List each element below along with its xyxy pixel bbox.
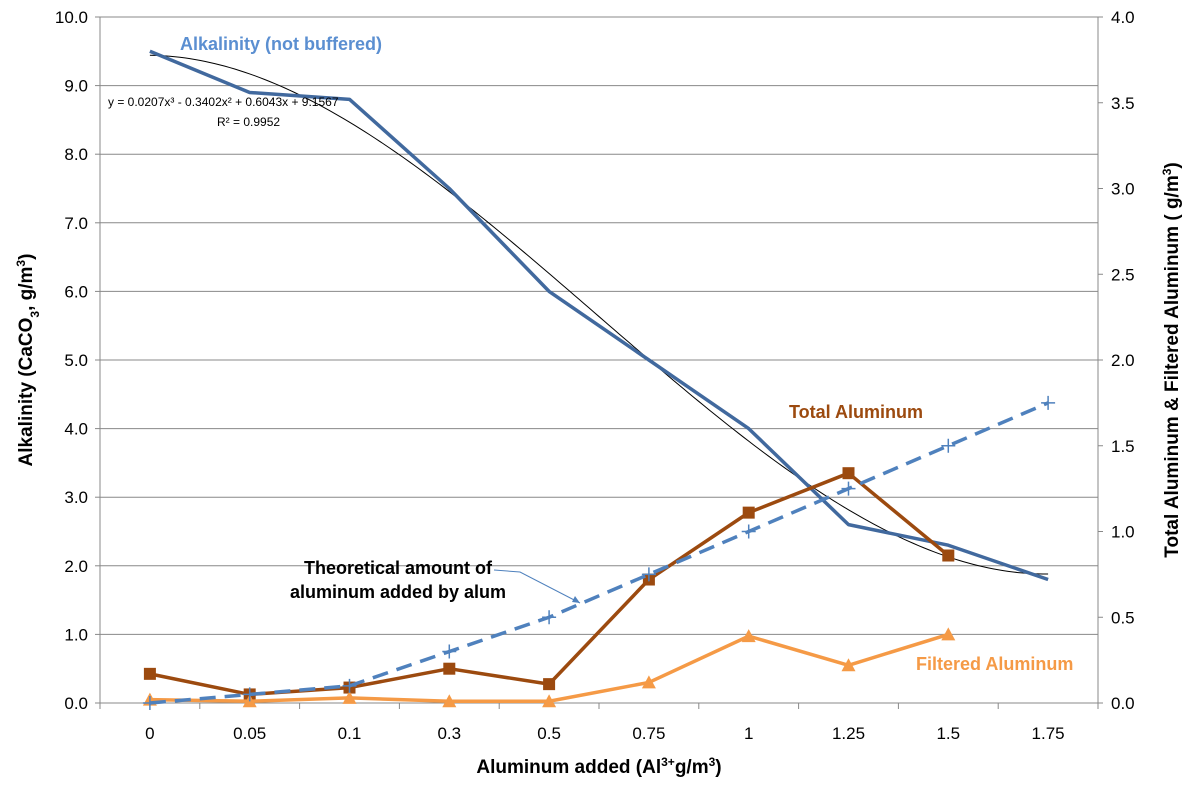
x-tick-label: 0.05 bbox=[233, 724, 266, 743]
x-tick-label: 1.75 bbox=[1032, 724, 1065, 743]
theoretical-point bbox=[442, 644, 457, 659]
left-y-axis-title: Alkalinity (CaCO3, g/m3) bbox=[14, 254, 42, 467]
total-aluminum-point bbox=[143, 667, 156, 680]
x-tick-label: 0.5 bbox=[537, 724, 561, 743]
alkalinity-not-buffered-line bbox=[149, 49, 1049, 582]
left-y-tick-label: 3.0 bbox=[64, 488, 88, 507]
right-y-axis-title: Total Aluminum & Filtered Aluminum ( g/m… bbox=[1160, 162, 1183, 557]
theoretical-point bbox=[242, 687, 257, 702]
total-aluminum-point bbox=[742, 506, 755, 519]
filtered-aluminum-point bbox=[641, 675, 656, 689]
theoretical-callout-arrowhead bbox=[572, 596, 580, 603]
filtered-aluminum-line bbox=[149, 632, 949, 704]
theoretical-point bbox=[342, 678, 357, 693]
theoretical-point bbox=[641, 567, 656, 582]
filtered-aluminum-point bbox=[542, 694, 557, 708]
filtered-aluminum-point bbox=[741, 629, 756, 643]
theoretical-point bbox=[841, 481, 856, 496]
left-y-tick-label: 4.0 bbox=[64, 420, 88, 439]
left-y-tick-label: 1.0 bbox=[64, 625, 88, 644]
x-tick-label: 0.1 bbox=[338, 724, 362, 743]
theoretical-callout-arrow bbox=[493, 569, 581, 604]
filtered-aluminum-point bbox=[442, 694, 457, 708]
x-tick-label: 0 bbox=[145, 724, 154, 743]
total-aluminum-point bbox=[842, 467, 855, 480]
right-y-tick-label: 0.5 bbox=[1111, 608, 1135, 627]
x-axis-title: Aluminum added (Al3+g/m3) bbox=[476, 755, 721, 778]
theoretical-point bbox=[941, 438, 956, 453]
x-tick-label: 1 bbox=[744, 724, 753, 743]
total-aluminum-label: Total Aluminum bbox=[789, 402, 923, 422]
left-y-tick-label: 10.0 bbox=[55, 8, 88, 27]
trendline-equation: y = 0.0207x³ - 0.3402x² + 0.6043x + 9.15… bbox=[108, 95, 339, 109]
theoretical-point bbox=[741, 524, 756, 539]
alkalinity-series-label: Alkalinity (not buffered) bbox=[180, 34, 382, 54]
right-y-tick-label: 2.0 bbox=[1111, 351, 1135, 370]
right-y-tick-label: 1.0 bbox=[1111, 523, 1135, 542]
filtered-aluminum-point bbox=[841, 658, 856, 672]
axes bbox=[95, 16, 1103, 709]
alkalinity-trendline bbox=[149, 54, 1049, 575]
total-aluminum-point bbox=[543, 678, 556, 691]
theoretical-point bbox=[142, 696, 157, 710]
total-aluminum-point bbox=[443, 662, 456, 675]
left-y-tick-label: 6.0 bbox=[64, 282, 88, 301]
left-y-tick-label: 0.0 bbox=[64, 694, 88, 713]
filtered-aluminum-point bbox=[941, 627, 956, 641]
left-y-tick-labels: 0.0 1.0 2.0 3.0 4.0 5.0 6.0 7.0 8.0 9.0 10.0 bbox=[55, 8, 88, 713]
x-tick-label: 0.3 bbox=[437, 724, 461, 743]
x-tick-label: 1.25 bbox=[832, 724, 865, 743]
gridlines bbox=[100, 16, 1098, 635]
trendline-r-squared: R² = 0.9952 bbox=[217, 115, 280, 129]
left-y-tick-label: 9.0 bbox=[64, 77, 88, 96]
right-y-tick-label: 3.5 bbox=[1111, 94, 1135, 113]
theoretical-amount-of-aluminum-added-by-alum-line bbox=[149, 401, 1049, 705]
filtered-aluminum-point bbox=[342, 690, 357, 704]
right-y-tick-label: 1.5 bbox=[1111, 437, 1135, 456]
left-y-tick-label: 2.0 bbox=[64, 557, 88, 576]
left-y-tick-label: 8.0 bbox=[64, 145, 88, 164]
left-y-tick-label: 5.0 bbox=[64, 351, 88, 370]
right-y-tick-labels: 0.0 0.5 1.0 1.5 2.0 2.5 3.0 3.5 4.0 bbox=[1111, 8, 1135, 713]
theoretical-label-line2: aluminum added by alum bbox=[290, 582, 506, 602]
right-y-tick-label: 2.5 bbox=[1111, 265, 1135, 284]
theoretical-point bbox=[542, 610, 557, 625]
left-y-tick-label: 7.0 bbox=[64, 214, 88, 233]
x-tick-label: 0.75 bbox=[632, 724, 665, 743]
theoretical-label-line1: Theoretical amount of bbox=[304, 558, 493, 578]
x-tick-label: 1.5 bbox=[936, 724, 960, 743]
filtered-aluminum-label: Filtered Aluminum bbox=[916, 654, 1073, 674]
x-tick-labels: 0 0.05 0.1 0.3 0.5 0.75 1 1.25 1.5 1.75 bbox=[145, 724, 1064, 743]
series-layer bbox=[142, 49, 1056, 710]
right-y-tick-label: 3.0 bbox=[1111, 180, 1135, 199]
right-y-tick-label: 0.0 bbox=[1111, 694, 1135, 713]
total-aluminum-point bbox=[942, 549, 955, 562]
theoretical-point bbox=[1041, 395, 1056, 410]
right-y-tick-label: 4.0 bbox=[1111, 8, 1135, 27]
